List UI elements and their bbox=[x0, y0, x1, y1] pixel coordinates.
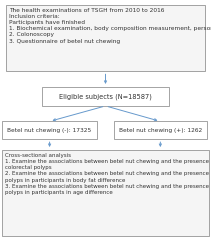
FancyBboxPatch shape bbox=[114, 121, 207, 139]
FancyBboxPatch shape bbox=[6, 5, 205, 71]
FancyBboxPatch shape bbox=[2, 150, 209, 236]
FancyBboxPatch shape bbox=[42, 87, 169, 106]
Text: Cross-sectional analysis
1. Examine the associations between betel nut chewing a: Cross-sectional analysis 1. Examine the … bbox=[5, 153, 211, 195]
Text: Eligible subjects (N=18587): Eligible subjects (N=18587) bbox=[59, 93, 152, 100]
Text: Betel nut chewing (+): 1262: Betel nut chewing (+): 1262 bbox=[119, 128, 202, 133]
FancyBboxPatch shape bbox=[2, 121, 97, 139]
Text: Betel nut chewing (-): 17325: Betel nut chewing (-): 17325 bbox=[7, 128, 92, 133]
Text: The health examinations of TSGH from 2010 to 2016
Inclusion criteria:
Participan: The health examinations of TSGH from 201… bbox=[9, 8, 211, 44]
